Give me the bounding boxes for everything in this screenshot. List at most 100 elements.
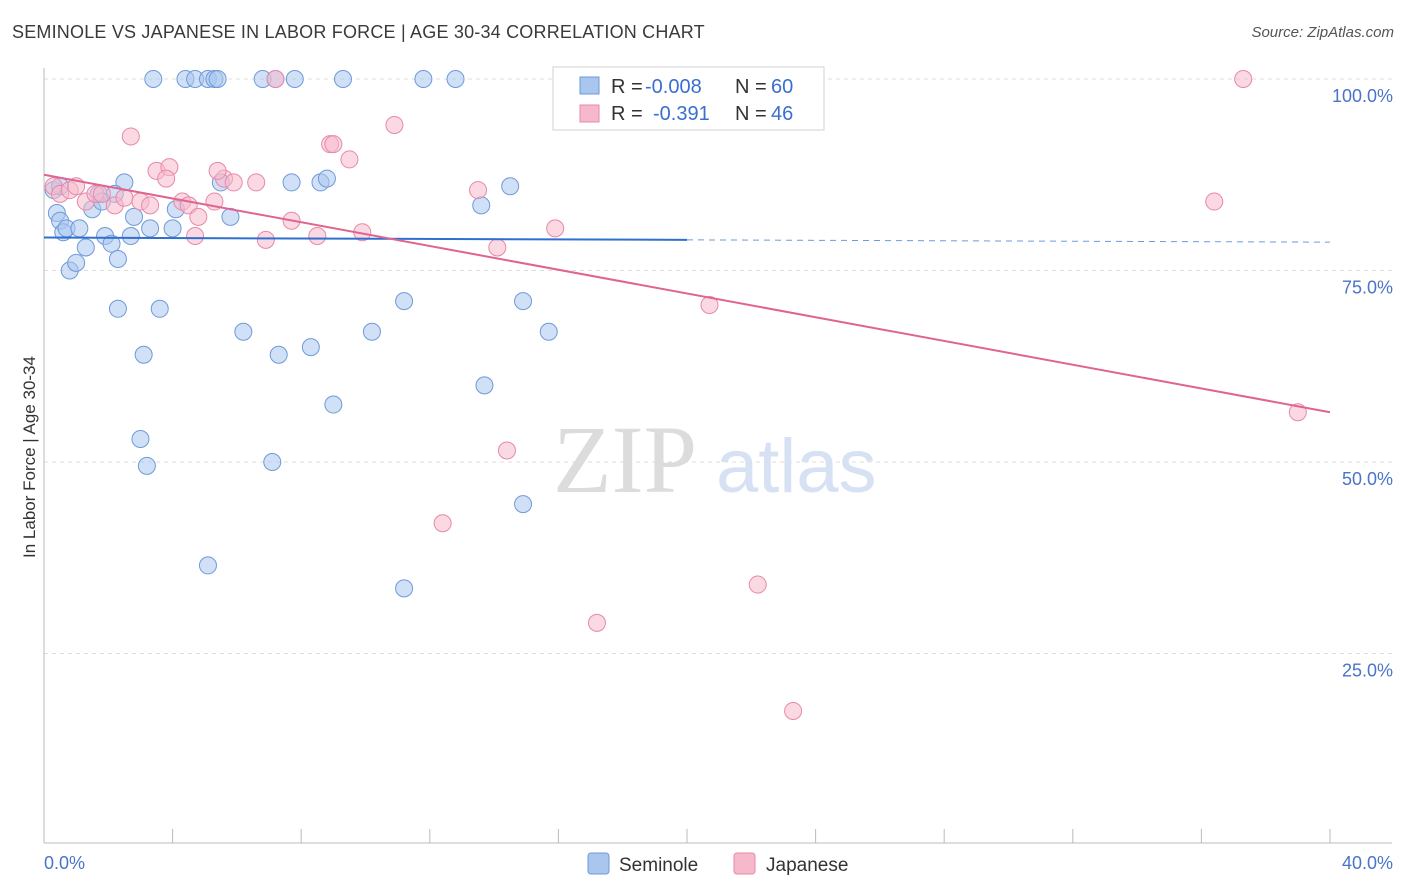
japanese-point [784, 701, 803, 720]
seminole-point [131, 430, 150, 449]
japanese-point [121, 127, 140, 146]
japanese-point [247, 173, 266, 192]
japanese-point [256, 230, 275, 249]
japanese-point [208, 161, 227, 180]
y-tick-label: 75.0% [1342, 278, 1393, 298]
japanese-point [497, 441, 516, 460]
y-tick-label: 50.0% [1342, 469, 1393, 489]
seminole-point [472, 196, 491, 215]
x-tick-label: 0.0% [44, 853, 85, 873]
japanese-n-label: N = [735, 103, 767, 125]
seminole-point [102, 234, 121, 253]
seminole-point [446, 70, 465, 88]
seminole-point [76, 238, 95, 257]
seminole-point [395, 579, 414, 598]
seminole-point [121, 227, 140, 246]
trend-lines [43, 173, 1331, 414]
seminole-r-value: -0.008 [645, 76, 702, 98]
axes [43, 68, 1392, 844]
y-tick-label: 25.0% [1342, 661, 1393, 681]
japanese-legend-swatch [579, 104, 600, 123]
seminole-point [70, 219, 89, 238]
seminole-point [324, 395, 343, 414]
seminole-point [301, 338, 320, 357]
watermark-zip: ZIP [553, 406, 697, 513]
chart-title: SEMINOLE VS JAPANESE IN LABOR FORCE | AG… [12, 22, 705, 42]
seminole-point [333, 70, 352, 88]
y-tick-label: 100.0% [1332, 86, 1393, 106]
japanese-point [587, 613, 606, 632]
seminole-point [108, 299, 127, 318]
seminole-point [67, 253, 86, 272]
seminole-trend-line [43, 236, 688, 241]
japanese-n-value: 46 [771, 103, 793, 125]
seminole-point [134, 345, 153, 364]
seminole-point [144, 70, 163, 88]
stats-legend: R = -0.008 N = 60 R = -0.391 N = 46 [552, 66, 825, 131]
seminole-point [108, 250, 127, 269]
japanese-r-value: -0.391 [653, 103, 710, 125]
japanese-point [115, 188, 134, 207]
seminole-legend-marker [587, 852, 610, 875]
japanese-point [700, 295, 719, 314]
watermark: ZIP atlas [553, 406, 877, 513]
seminole-point [317, 169, 336, 188]
japanese-point [748, 575, 767, 594]
seminole-point [208, 70, 227, 88]
seminole-point [269, 345, 288, 364]
seminole-point [395, 292, 414, 311]
seminole-point [125, 207, 144, 226]
japanese-point [1234, 70, 1253, 88]
seminole-point [198, 556, 217, 575]
series-legend: Seminole Japanese [587, 852, 848, 876]
seminole-point [234, 322, 253, 341]
seminole-point [475, 376, 494, 395]
seminole-point [501, 177, 520, 196]
watermark-atlas: atlas [716, 424, 877, 509]
japanese-legend-marker [733, 852, 756, 875]
seminole-point [514, 495, 533, 514]
japanese-point [189, 207, 208, 226]
japanese-point [266, 70, 285, 88]
japanese-point [488, 238, 507, 257]
seminole-point [282, 173, 301, 192]
seminole-n-value: 60 [771, 76, 793, 98]
x-tick-label: 40.0% [1342, 853, 1393, 873]
seminole-n-label: N = [735, 76, 767, 98]
seminole-point [141, 219, 160, 238]
seminole-point [514, 292, 533, 311]
grid-lines [44, 78, 1392, 654]
seminole-point [362, 322, 381, 341]
japanese-point [324, 135, 343, 154]
seminole-point [163, 219, 182, 238]
japanese-r-label: R = [611, 103, 643, 125]
seminole-trend-extension [686, 239, 1331, 243]
japanese-point [1205, 192, 1224, 211]
data-points [44, 70, 1307, 720]
japanese-point [157, 169, 176, 188]
japanese-point [141, 196, 160, 215]
seminole-legend-swatch [579, 76, 600, 95]
japanese-point [433, 514, 452, 533]
japanese-point [385, 115, 404, 134]
source-label: Source: ZipAtlas.com [1251, 24, 1394, 41]
japanese-point [186, 227, 205, 246]
seminole-r-label: R = [611, 76, 643, 98]
japanese-point [469, 181, 488, 200]
seminole-legend-label: Seminole [619, 855, 698, 876]
seminole-point [285, 70, 304, 88]
seminole-point [150, 299, 169, 318]
japanese-point [308, 227, 327, 246]
seminole-point [414, 70, 433, 88]
seminole-point [539, 322, 558, 341]
japanese-point [340, 150, 359, 169]
japanese-point [224, 173, 243, 192]
seminole-point [263, 453, 282, 471]
japanese-legend-label: Japanese [766, 855, 848, 876]
y-axis-label: In Labor Force | Age 30-34 [20, 356, 39, 558]
japanese-point [546, 219, 565, 238]
japanese-trend-line [43, 173, 1331, 414]
seminole-point [137, 456, 156, 475]
tick-labels: 25.0% 50.0% 75.0% 100.0% 0.0% 40.0% [44, 86, 1393, 873]
